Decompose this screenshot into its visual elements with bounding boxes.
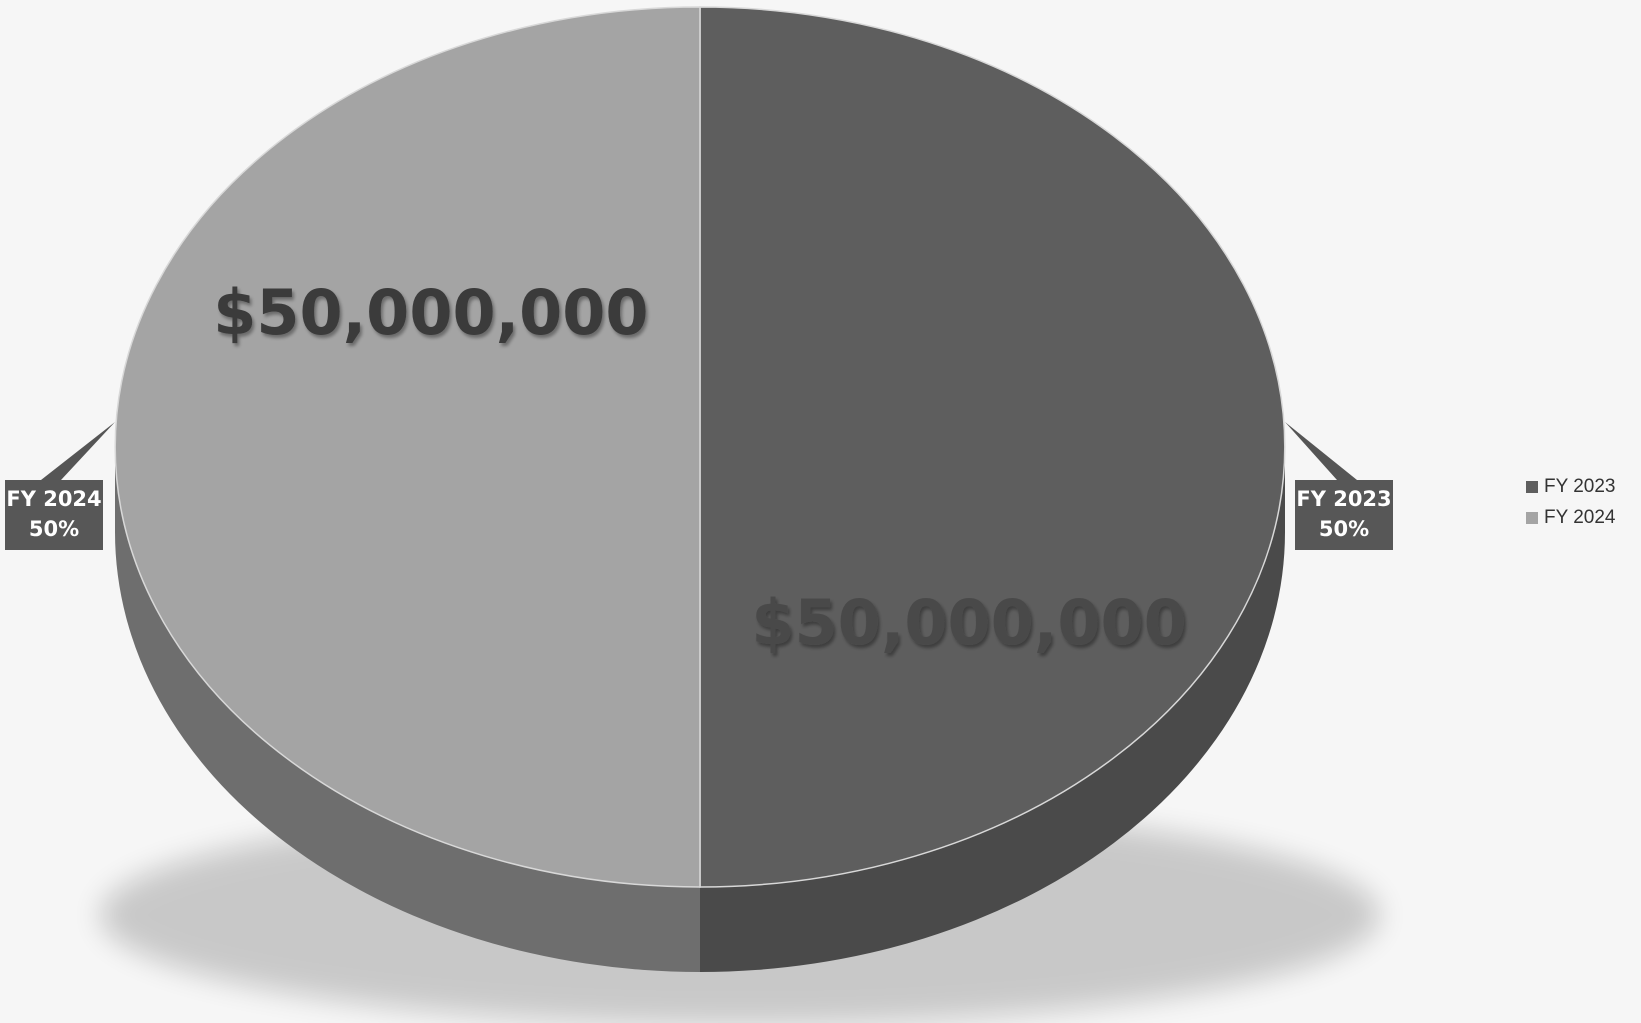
pie-side-fy2024 — [115, 447, 700, 972]
pie-tops — [114, 6, 1286, 888]
callout-category-fy2024: FY 2024 — [6, 487, 101, 511]
legend-swatch-fy2024 — [1526, 512, 1538, 524]
legend-label-fy2024: FY 2024 — [1544, 507, 1616, 528]
pie-slice-fy2023 — [699, 6, 1286, 888]
callout-box-fy2023 — [1295, 480, 1393, 550]
pie-slice-fy2024 — [114, 6, 701, 888]
pie-labels: $50,000,000 FY 2023 50% $50,000,000 FY 2024 5… — [5, 276, 1393, 659]
callout-percent-fy2023: 50% — [1319, 517, 1369, 541]
legend-item-fy2024: FY 2024 — [1526, 505, 1615, 531]
callout-leader-fy2023 — [1285, 422, 1357, 480]
callout-percent-fy2024: 50% — [29, 517, 79, 541]
value-label-fy2023: $50,000,000 — [751, 586, 1186, 659]
pie-sides — [115, 447, 1285, 972]
pie-side-fy2023 — [700, 447, 1285, 972]
callout-box-fy2024 — [5, 480, 103, 550]
legend-swatch-fy2023 — [1526, 481, 1538, 493]
legend-item-fy2023: FY 2023 — [1526, 474, 1615, 500]
legend: FY 2023 FY 2024 — [1526, 474, 1615, 536]
callout-leader-fy2024 — [41, 422, 115, 480]
callout-category-fy2023: FY 2023 — [1296, 487, 1391, 511]
legend-label-fy2023: FY 2023 — [1544, 476, 1616, 497]
value-label-fy2024: $50,000,000 — [213, 276, 648, 349]
